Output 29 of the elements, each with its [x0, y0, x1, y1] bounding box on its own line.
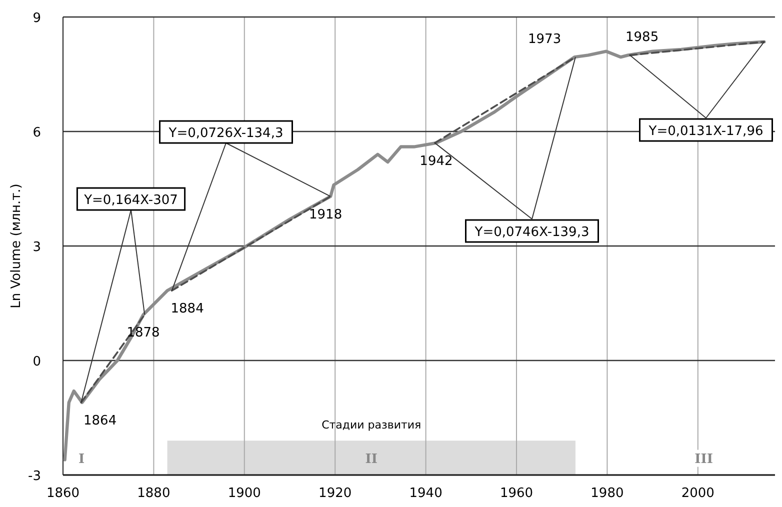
annotation: I	[78, 452, 85, 467]
annotation: 1985	[626, 30, 659, 46]
annotation: III	[694, 452, 713, 467]
x-tick-label: 1880	[137, 486, 170, 501]
y-axis-title: Ln Volume (млн.т.)	[9, 184, 24, 308]
x-tick-label: 1980	[590, 486, 624, 501]
y-tick-label: 0	[32, 354, 41, 370]
y-tick-label: -3	[28, 469, 41, 484]
y-tick-label: 6	[32, 126, 41, 140]
annotation: 1884	[170, 302, 204, 317]
y-tick-label: 9	[32, 11, 41, 26]
x-tick-label: 1900	[228, 486, 261, 501]
annotation: Y=0,0131X-17,96	[648, 124, 764, 139]
x-tick-label: 1940	[409, 486, 442, 501]
x-tick-label: 1860	[46, 486, 80, 501]
y-tick-label: 3	[32, 240, 41, 255]
annotation: 1973	[528, 32, 562, 48]
annotation: Стадии развития	[322, 418, 422, 432]
annotation: Y=0,0726X-134,3	[168, 126, 284, 141]
annotation: 1878	[126, 326, 160, 341]
x-tick-label: 2000	[681, 486, 714, 501]
annotation: 1918	[309, 207, 342, 222]
annotation: 1942	[420, 154, 453, 169]
x-tick-label: 1920	[318, 486, 352, 501]
annotation: Y=0,164X-307	[83, 193, 178, 208]
annotation: 1864	[84, 413, 117, 428]
band-label: II	[365, 452, 378, 467]
x-tick-label: 1960	[500, 486, 534, 501]
annotation: Y=0,0746X-139,3	[474, 225, 590, 240]
